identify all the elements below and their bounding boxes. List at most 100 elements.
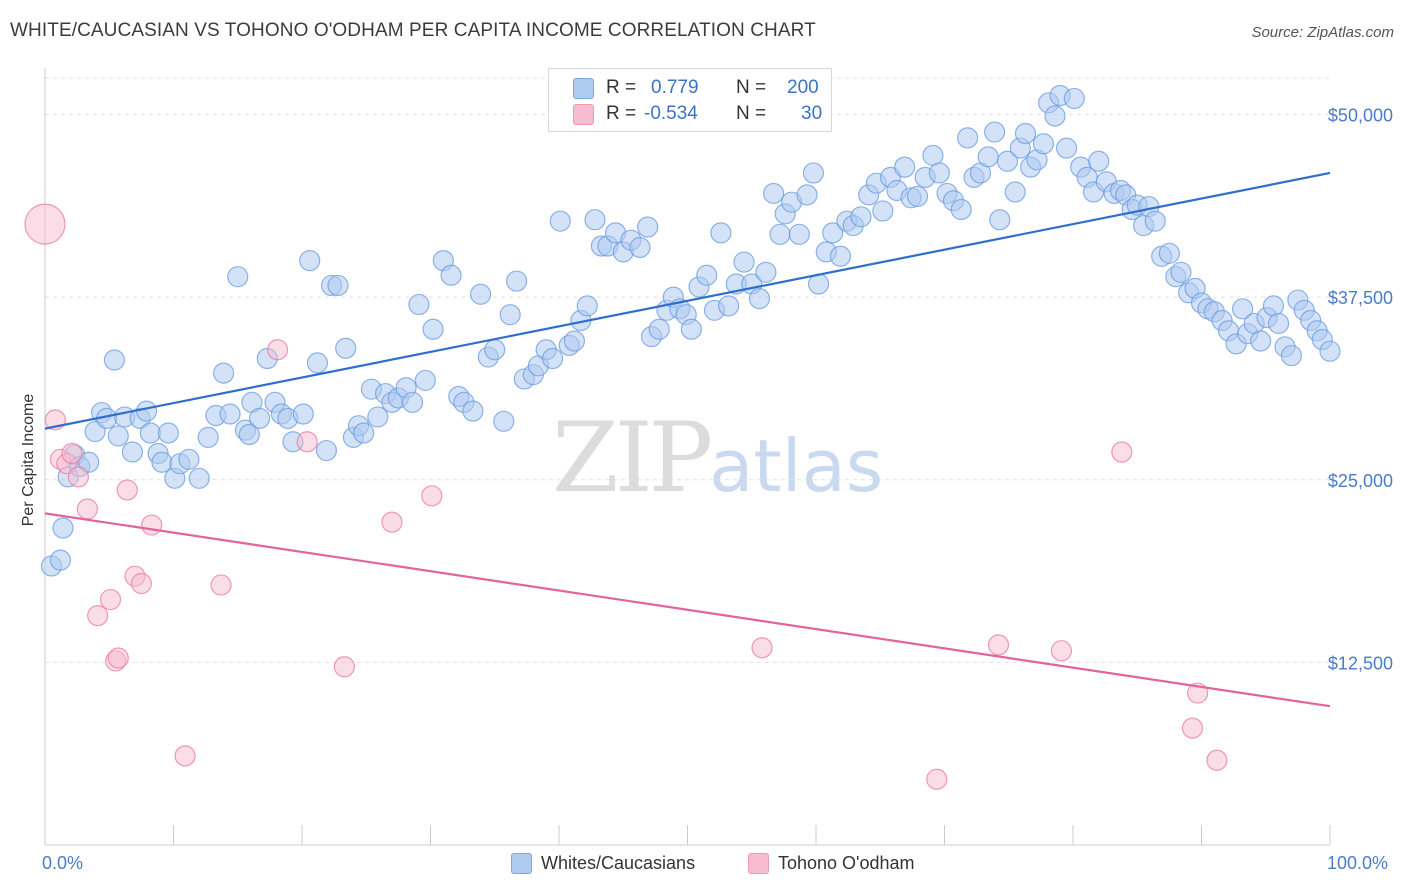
- whites-point: [648, 318, 670, 340]
- tohono-point: [141, 514, 163, 536]
- legend-n-label: N =: [736, 77, 767, 98]
- whites-point: [1014, 122, 1037, 145]
- legend-r-value-whites: 0.779: [651, 77, 699, 98]
- tohono-point: [210, 574, 232, 596]
- whites-point: [1144, 210, 1166, 232]
- x-tick-label-min: 0.0%: [42, 853, 84, 873]
- grid: [45, 77, 1330, 663]
- tohono-point: [926, 768, 948, 790]
- whites-point: [1032, 133, 1055, 155]
- tohono-point: [174, 745, 196, 767]
- whites-point: [219, 403, 241, 425]
- tohono-point: [87, 605, 109, 627]
- whites-point: [984, 121, 1006, 143]
- whites-point: [1250, 330, 1272, 352]
- whites-point: [1267, 312, 1290, 335]
- legend: R = 0.779 N = 200 R = -0.534 N = 30: [548, 68, 832, 132]
- whites-point: [1170, 261, 1192, 283]
- y-tick-label: $12,500: [1328, 653, 1393, 673]
- legend-n-value-whites: 200: [787, 77, 819, 98]
- whites-point: [680, 318, 702, 340]
- whites-point: [188, 467, 210, 489]
- whites-point: [696, 264, 718, 286]
- whites-point: [408, 293, 430, 316]
- whites-point: [414, 369, 436, 392]
- whites-point: [107, 425, 129, 447]
- whites-point: [227, 266, 249, 288]
- tohono-point: [333, 656, 356, 678]
- whites-point: [499, 304, 521, 326]
- whites-point: [989, 209, 1011, 231]
- whites-point: [928, 162, 950, 184]
- tohono-point: [421, 485, 443, 507]
- whites-point: [151, 451, 173, 473]
- whites-point: [462, 400, 484, 422]
- whites-point: [178, 448, 200, 470]
- whites-point: [213, 362, 235, 384]
- legend-swatch-whites: [573, 78, 594, 99]
- whites-point: [470, 283, 492, 305]
- whites-point: [796, 184, 818, 206]
- whites-point: [822, 222, 844, 244]
- whites-point: [1063, 87, 1085, 110]
- tohono-point: [1050, 640, 1073, 662]
- whites-point: [769, 223, 791, 245]
- whites-point: [894, 156, 916, 178]
- legend-r-value-tohono: -0.534: [644, 103, 698, 124]
- tohono-point: [67, 466, 90, 488]
- whites-point: [299, 250, 321, 272]
- whites-point: [335, 337, 357, 359]
- whites-point: [906, 185, 929, 207]
- whites-point: [1280, 344, 1303, 367]
- chart-title: WHITE/CAUCASIAN VS TOHONO O'ODHAM PER CA…: [10, 20, 816, 41]
- whites-point: [505, 270, 528, 292]
- whites-point: [733, 251, 755, 273]
- axes: [44, 68, 1331, 846]
- bottom-legend-swatch-whites: [511, 853, 532, 874]
- whites-point: [850, 206, 872, 228]
- bottom-legend-label-whites: Whites/Caucasians: [541, 853, 696, 873]
- tohono-point: [99, 588, 122, 611]
- series-whites-points: [40, 84, 1341, 577]
- tohono-point: [130, 572, 152, 595]
- tohono-trend-line: [44, 512, 1331, 708]
- whites-point: [292, 403, 314, 425]
- legend-r-label: R =: [606, 103, 637, 124]
- whites-point: [367, 406, 389, 428]
- whites-point: [78, 451, 100, 473]
- trend-lines: [44, 171, 1331, 708]
- whites-point: [493, 410, 515, 432]
- y-tick-label: $37,500: [1328, 288, 1393, 308]
- y-tick-labels: $12,500 $25,000 $37,500 $50,000: [1328, 106, 1393, 674]
- whites-point: [248, 407, 271, 430]
- whites-point: [440, 264, 462, 286]
- tohono-point: [266, 339, 289, 361]
- whites-point: [401, 391, 424, 413]
- whites-point: [315, 439, 338, 462]
- whites-point: [1158, 242, 1180, 264]
- whites-point: [748, 288, 771, 310]
- whites-point: [755, 261, 777, 283]
- tohono-point: [381, 511, 403, 533]
- tohono-point: [107, 647, 129, 669]
- whites-point: [950, 198, 972, 221]
- whites-point: [541, 347, 564, 370]
- y-tick-label: $25,000: [1328, 471, 1393, 491]
- y-tick-label: $50,000: [1328, 106, 1393, 126]
- legend-swatch-tohono: [573, 104, 594, 125]
- whites-trend-line: [44, 171, 1331, 430]
- whites-point: [802, 162, 825, 184]
- whites-point: [762, 182, 785, 205]
- whites-point: [353, 422, 375, 444]
- whites-point: [549, 210, 571, 232]
- tohono-point: [987, 634, 1010, 656]
- legend-r-label: R =: [606, 77, 637, 98]
- whites-point: [829, 245, 852, 267]
- watermark: ZIPatlas: [552, 402, 883, 514]
- tohono-point: [61, 442, 83, 465]
- tohono-point: [1206, 749, 1228, 771]
- whites-point: [139, 422, 161, 444]
- whites-point: [1262, 295, 1285, 317]
- tohono-point: [1181, 717, 1204, 739]
- whites-point: [52, 517, 74, 539]
